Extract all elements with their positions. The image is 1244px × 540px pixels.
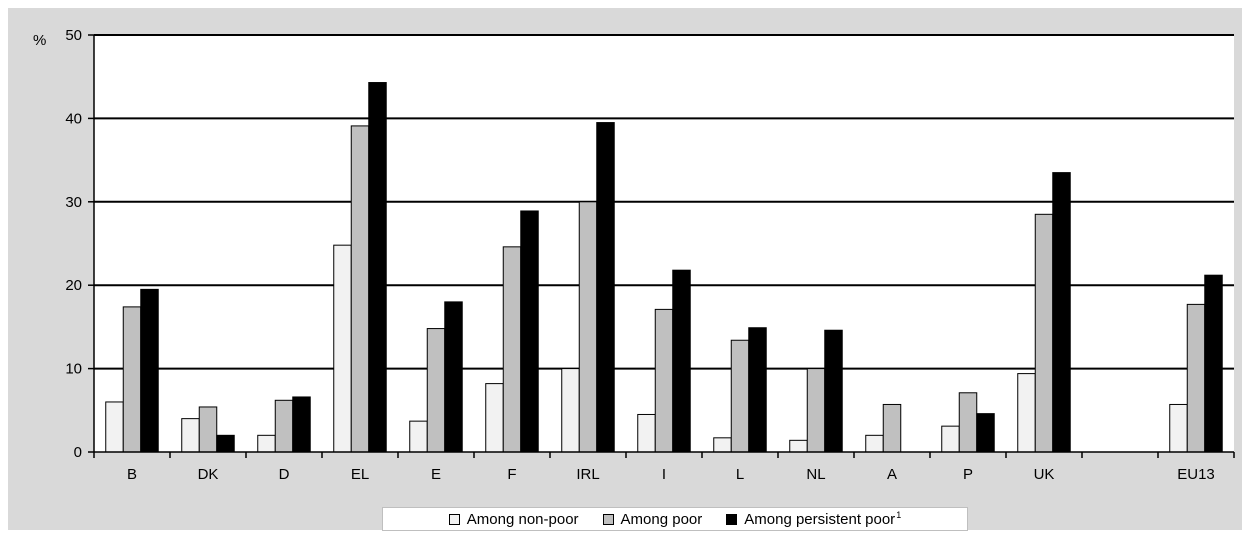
legend-entry-poor: Among poor	[602, 510, 703, 528]
bars	[105, 82, 1223, 453]
x-tick-label-uk: UK	[1034, 466, 1055, 483]
legend-swatch-poor	[602, 513, 614, 525]
legend-footnote-marker: 1	[896, 510, 902, 520]
bar-f-series-0	[485, 383, 504, 453]
bar-el-series-1	[350, 125, 370, 453]
bar-eu13-series-0	[1169, 403, 1188, 453]
y-tick-label-20: 20	[65, 277, 82, 294]
bar-a-series-0	[865, 434, 884, 453]
bar-e-series-1	[426, 328, 446, 453]
bar-nl-series-2	[824, 329, 843, 453]
bar-el-series-2	[368, 82, 387, 453]
bar-chart: 0 10 20 30 40 50 B DK D EL E F IRL I L NL A P UK EU13	[65, 27, 1235, 483]
legend-label-persistent-poor: Among persistent poor	[744, 511, 896, 528]
bar-p-series-0	[941, 425, 960, 453]
bar-i-series-1	[654, 308, 674, 453]
bar-dk-series-0	[181, 418, 200, 453]
bar-uk-series-0	[1017, 373, 1036, 453]
y-tick-label-50: 50	[65, 27, 82, 44]
axes: 0 10 20 30 40 50 B DK D EL E F IRL I L NL A P UK EU13	[65, 27, 1235, 483]
x-tick-label-el: EL	[351, 466, 369, 483]
bar-el-series-0	[333, 244, 352, 453]
y-tick-label-10: 10	[65, 361, 82, 378]
bar-nl-series-1	[806, 368, 826, 453]
x-tick-label-nl: NL	[806, 466, 825, 483]
bar-e-series-2	[444, 301, 463, 453]
bar-eu13-series-2	[1204, 274, 1223, 453]
legend-label-poor: Among poor	[620, 510, 703, 528]
x-tick-label-irl: IRL	[576, 466, 599, 483]
bar-d-series-2	[292, 396, 311, 453]
x-tick-label-f: F	[507, 466, 516, 483]
bar-irl-series-1	[578, 201, 598, 453]
bar-f-series-1	[502, 246, 522, 453]
legend-swatch-persistent-poor	[726, 513, 738, 525]
legend-entry-persistent-poor: Among persistent poor1	[726, 510, 901, 528]
y-tick-label-0: 0	[74, 444, 82, 461]
bar-i-series-0	[637, 413, 656, 453]
bar-p-series-1	[958, 392, 978, 453]
bar-uk-series-1	[1034, 213, 1054, 453]
bar-l-series-1	[730, 339, 750, 453]
bar-a-series-1	[882, 403, 902, 453]
x-tick-label-b: B	[127, 466, 137, 483]
x-tick-label-p: P	[963, 466, 973, 483]
bar-f-series-2	[520, 210, 539, 453]
legend-swatch-non-poor	[448, 513, 460, 525]
legend: Among non-poor Among poor Among persiste…	[382, 507, 968, 531]
bar-l-series-2	[748, 327, 767, 453]
bar-b-series-2	[140, 288, 159, 453]
bar-e-series-0	[409, 420, 428, 453]
chart-frame: 0 10 20 30 40 50 B DK D EL E F IRL I L NL A P UK EU13 % Amo…	[8, 8, 1242, 531]
legend-entry-non-poor: Among non-poor	[448, 510, 579, 528]
x-tick-label-l: L	[736, 466, 744, 483]
y-tick-label-40: 40	[65, 110, 82, 127]
bar-uk-series-2	[1052, 172, 1071, 453]
x-tick-label-i: I	[662, 466, 666, 483]
bar-b-series-0	[105, 401, 124, 453]
y-tick-label-30: 30	[65, 194, 82, 211]
bar-i-series-2	[672, 269, 691, 453]
bar-dk-series-2	[216, 434, 235, 453]
bar-nl-series-0	[789, 439, 808, 453]
bar-irl-series-2	[596, 122, 615, 453]
bar-b-series-1	[122, 306, 142, 453]
bar-l-series-0	[713, 437, 732, 453]
y-axis-label: %	[33, 32, 47, 49]
bar-p-series-2	[976, 413, 995, 453]
legend-label-non-poor: Among non-poor	[466, 510, 579, 528]
bar-dk-series-1	[198, 406, 218, 453]
bar-irl-series-0	[561, 368, 580, 453]
bar-d-series-1	[274, 399, 294, 453]
bar-eu13-series-1	[1186, 303, 1206, 453]
x-tick-label-d: D	[279, 466, 290, 483]
x-tick-label-e: E	[431, 466, 441, 483]
x-tick-label-a: A	[887, 466, 897, 483]
bar-d-series-0	[257, 434, 276, 453]
x-tick-label-eu13: EU13	[1177, 466, 1215, 483]
x-tick-label-dk: DK	[198, 466, 219, 483]
